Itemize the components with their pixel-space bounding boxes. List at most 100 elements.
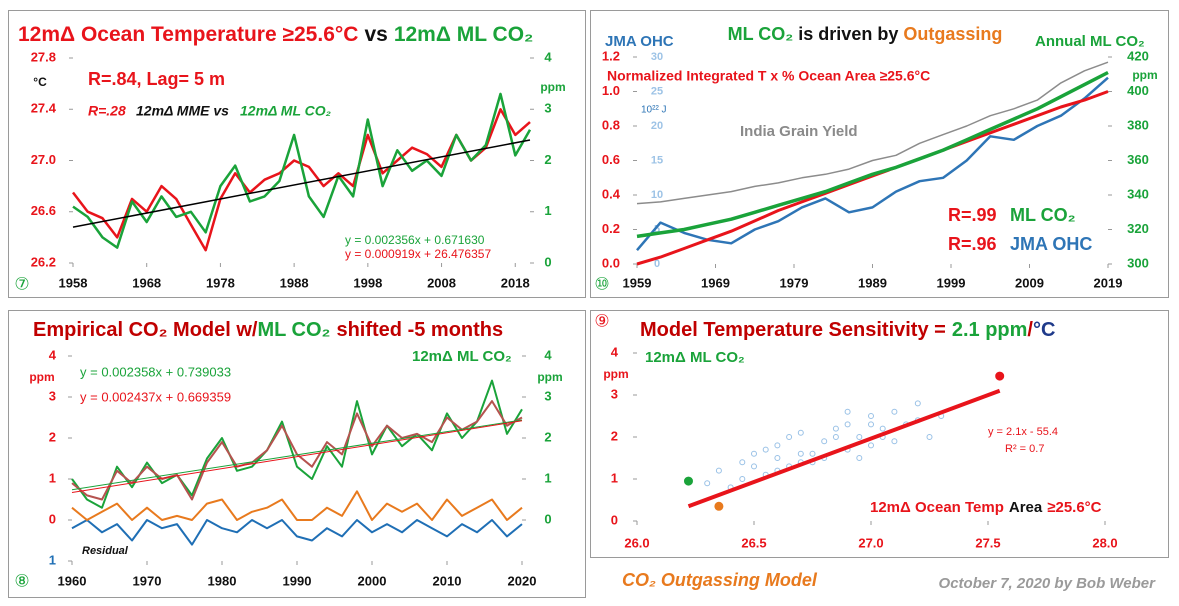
text-part: 12mΔ Ocean Temperature ≥25.6°C (18, 23, 358, 46)
series-line (636, 76, 1109, 252)
scatter-point (751, 450, 757, 457)
y2-tick-label: 340 (1127, 186, 1149, 201)
annotation: R=.84, Lag= 5 m (88, 69, 225, 89)
y-tick-label: 0.0 (602, 255, 620, 270)
x-tick-label: 1979 (780, 275, 809, 290)
x-tick-label: 1978 (206, 275, 235, 290)
text-part: is driven by (798, 24, 898, 44)
series-line (71, 519, 523, 546)
x-tick-label: 1959 (623, 275, 652, 290)
x-tick-label: 2018 (501, 275, 530, 290)
x-tick-label: 1969 (701, 275, 730, 290)
x-tick-label: 2000 (358, 573, 387, 588)
scatter-point (832, 434, 839, 440)
scatter-point (683, 476, 693, 486)
scatter-point (879, 425, 886, 432)
y2-tick-label: 0 (544, 511, 551, 526)
scatter-point (797, 429, 804, 436)
text-part: °C (1033, 319, 1055, 341)
y2-axis-label: ppm (1132, 68, 1157, 82)
y2-tick-label: 380 (1127, 117, 1149, 132)
x-tick-label: 2020 (508, 573, 537, 588)
y-tick-label: 27.0 (31, 152, 56, 167)
y2-tick-label: 320 (1127, 221, 1149, 236)
series-line (71, 419, 523, 491)
annotation: ML CO₂ (1010, 205, 1076, 225)
series-line (72, 139, 531, 228)
text-part: 12mΔ Ocean Temp (870, 499, 1004, 516)
x-tick-label: 1958 (59, 275, 88, 290)
y3-tick-label: 20 (651, 120, 663, 132)
annotation: R² = 0.7 (1005, 443, 1044, 455)
y-tick-label: 4 (611, 344, 619, 359)
x-tick-label: 1960 (58, 573, 87, 588)
y2-tick-label: 4 (544, 347, 552, 362)
panel-frame (8, 310, 586, 598)
scatter-point (774, 442, 781, 449)
y-axis-label: ppm (29, 370, 54, 384)
x-tick-label: 28.0 (1092, 535, 1117, 550)
y2-tick-label: 400 (1127, 83, 1149, 98)
y-tick-label: 1 (49, 470, 56, 485)
x-tick-label: 2009 (1015, 275, 1044, 290)
x-tick-label: 1990 (283, 573, 312, 588)
x-tick-label: 1999 (937, 275, 966, 290)
scatter-point (786, 434, 793, 440)
y-tick-label: 27.4 (31, 101, 57, 116)
text-part: Empirical CO₂ Model w/ (33, 319, 258, 341)
x-tick-label: 27.5 (975, 535, 1000, 550)
y-axis-label: °C (33, 75, 47, 89)
text-group: Empirical CO₂ Model w/ML CO₂ shifted -5 m… (33, 319, 503, 341)
y-axis-label: ppm (603, 367, 628, 381)
y2-axis-label: ppm (540, 80, 565, 94)
scatter-point (751, 463, 757, 470)
x-tick-label: 1970 (133, 573, 162, 588)
annotation: R=.28 (88, 103, 126, 119)
scatter-point (762, 446, 769, 453)
annotation: JMA OHC (605, 33, 674, 50)
x-tick-label: 1968 (132, 275, 161, 290)
scatter-point (868, 442, 874, 449)
scatter-point (704, 480, 711, 487)
text-part: 12mΔ ML CO₂ (394, 23, 534, 46)
y2-axis-label: ppm (537, 370, 562, 384)
y-tick-label: 26.2 (31, 254, 56, 269)
text-group: ML CO₂ is driven by Outgassing (728, 24, 1003, 44)
x-tick-label: 2010 (433, 573, 462, 588)
y3-tick-label: 5 (654, 223, 660, 235)
x-tick-label: 2019 (1094, 275, 1123, 290)
series-line (71, 490, 523, 521)
text-group: 12mΔ Ocean Temperature ≥25.6°C vs 12mΔ ML … (18, 23, 533, 46)
panel-label: ⑩ (594, 274, 609, 293)
y-tick-label: 1 (49, 552, 56, 567)
text-part: / (1027, 319, 1033, 341)
annotation: y = 0.002437x + 0.669359 (80, 389, 231, 404)
series-line (71, 420, 523, 493)
scatter-point (914, 400, 921, 407)
y-tick-label: 0 (611, 512, 618, 527)
text-part: Area (1009, 499, 1043, 516)
scatter-point (844, 421, 851, 428)
series-line (71, 379, 523, 509)
y-tick-label: 0.8 (602, 117, 620, 132)
text-group: Model Temperature Sensitivity = 2.1 ppm/°… (640, 319, 1055, 341)
scatter-point (714, 501, 724, 511)
scatter-point (774, 455, 781, 461)
annotation: R=.99 (948, 205, 997, 225)
panel-label: ⑧ (14, 571, 29, 590)
x-tick-label: 1989 (858, 275, 887, 290)
y-tick-label: 1 (611, 470, 618, 485)
panel-frame (590, 310, 1169, 558)
y2-tick-label: 300 (1127, 255, 1149, 270)
annotation: 12mΔ ML CO₂ (240, 103, 331, 119)
scatter-point (844, 408, 851, 415)
y2-tick-label: 4 (544, 49, 552, 64)
annotation: Normalized Integrated T x % Ocean Area ≥… (607, 68, 930, 84)
y-tick-label: 0.6 (602, 152, 620, 167)
text-part: Model Temperature Sensitivity = (640, 319, 946, 341)
series-line (687, 388, 1001, 509)
annotation: 10²² J (641, 105, 667, 116)
y-tick-label: 2 (611, 428, 618, 443)
scatter-point (868, 421, 874, 428)
